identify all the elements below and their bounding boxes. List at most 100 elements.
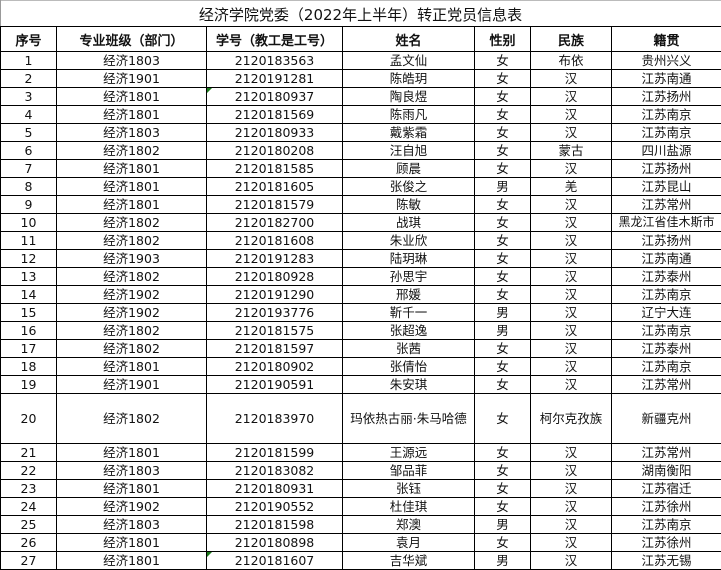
cell-index[interactable]: 8 — [0, 177, 57, 196]
cell-class[interactable]: 经济1801 — [56, 357, 207, 376]
cell-class[interactable]: 经济1802 — [56, 213, 207, 232]
cell-gender[interactable]: 女 — [474, 443, 531, 462]
cell-name[interactable]: 邢媛 — [342, 285, 475, 304]
cell-class[interactable]: 经济1902 — [56, 303, 207, 322]
cell-gender[interactable]: 女 — [474, 497, 531, 516]
cell-hometown[interactable]: 江苏徐州 — [611, 497, 721, 516]
cell-ethnicity[interactable]: 汉 — [530, 105, 612, 124]
cell-hometown[interactable]: 江苏南京 — [611, 105, 721, 124]
cell-class[interactable]: 经济1801 — [56, 87, 207, 106]
cell-ethnicity[interactable]: 蒙古 — [530, 141, 612, 160]
cell-name[interactable]: 朱安琪 — [342, 375, 475, 394]
header-student-id[interactable]: 学号（教工是工号） — [206, 26, 343, 52]
cell-student-id[interactable]: 2120183563 — [206, 51, 343, 70]
cell-student-id[interactable]: 2120190591 — [206, 375, 343, 394]
cell-class[interactable]: 经济1902 — [56, 285, 207, 304]
cell-student-id[interactable]: 2120180931 — [206, 479, 343, 498]
cell-gender[interactable]: 女 — [474, 249, 531, 268]
cell-gender[interactable]: 男 — [474, 321, 531, 340]
cell-class[interactable]: 经济1902 — [56, 497, 207, 516]
cell-name[interactable]: 陈雨凡 — [342, 105, 475, 124]
cell-index[interactable]: 25 — [0, 515, 57, 534]
cell-student-id[interactable]: 2120180933 — [206, 123, 343, 142]
cell-gender[interactable]: 女 — [474, 339, 531, 358]
header-class[interactable]: 专业班级（部门） — [56, 26, 207, 52]
cell-class[interactable]: 经济1803 — [56, 51, 207, 70]
cell-name[interactable]: 邹品菲 — [342, 461, 475, 480]
cell-ethnicity[interactable]: 汉 — [530, 231, 612, 250]
cell-name[interactable]: 郑澳 — [342, 515, 475, 534]
cell-ethnicity[interactable]: 汉 — [530, 375, 612, 394]
sheet-title[interactable]: 经济学院党委（2022年上半年）转正党员信息表 — [0, 0, 721, 26]
cell-student-id[interactable]: 2120190552 — [206, 497, 343, 516]
cell-name[interactable]: 孟文仙 — [342, 51, 475, 70]
cell-gender[interactable]: 女 — [474, 461, 531, 480]
cell-index[interactable]: 9 — [0, 195, 57, 214]
cell-hometown[interactable]: 江苏无锡 — [611, 551, 721, 570]
cell-hometown[interactable]: 江苏南通 — [611, 69, 721, 88]
cell-name[interactable]: 陈敏 — [342, 195, 475, 214]
cell-index[interactable]: 26 — [0, 533, 57, 552]
cell-index[interactable]: 3 — [0, 87, 57, 106]
cell-class[interactable]: 经济1901 — [56, 375, 207, 394]
cell-hometown[interactable]: 贵州兴义 — [611, 51, 721, 70]
cell-gender[interactable]: 女 — [474, 533, 531, 552]
cell-student-id[interactable]: 2120180902 — [206, 357, 343, 376]
cell-class[interactable]: 经济1802 — [56, 267, 207, 286]
cell-class[interactable]: 经济1803 — [56, 123, 207, 142]
cell-class[interactable]: 经济1802 — [56, 339, 207, 358]
cell-class[interactable]: 经济1802 — [56, 141, 207, 160]
cell-name[interactable]: 靳千一 — [342, 303, 475, 322]
cell-gender[interactable]: 女 — [474, 123, 531, 142]
cell-class[interactable]: 经济1801 — [56, 533, 207, 552]
cell-name[interactable]: 朱业欣 — [342, 231, 475, 250]
cell-index[interactable]: 21 — [0, 443, 57, 462]
cell-index[interactable]: 10 — [0, 213, 57, 232]
cell-gender[interactable]: 女 — [474, 105, 531, 124]
cell-class[interactable]: 经济1801 — [56, 551, 207, 570]
cell-ethnicity[interactable]: 布依 — [530, 51, 612, 70]
cell-hometown[interactable]: 江苏常州 — [611, 195, 721, 214]
cell-ethnicity[interactable]: 汉 — [530, 515, 612, 534]
cell-ethnicity[interactable]: 汉 — [530, 533, 612, 552]
cell-class[interactable]: 经济1803 — [56, 515, 207, 534]
cell-index[interactable]: 14 — [0, 285, 57, 304]
cell-student-id[interactable]: 2120180208 — [206, 141, 343, 160]
cell-student-id[interactable]: 2120181599 — [206, 443, 343, 462]
cell-gender[interactable]: 女 — [474, 479, 531, 498]
cell-hometown[interactable]: 江苏南京 — [611, 123, 721, 142]
cell-index[interactable]: 22 — [0, 461, 57, 480]
cell-name[interactable]: 袁月 — [342, 533, 475, 552]
cell-index[interactable]: 20 — [0, 393, 57, 444]
cell-name[interactable]: 玛依热古丽·朱马哈德 — [342, 393, 475, 444]
cell-gender[interactable]: 女 — [474, 51, 531, 70]
cell-index[interactable]: 12 — [0, 249, 57, 268]
header-ethnicity[interactable]: 民族 — [530, 26, 612, 52]
cell-name[interactable]: 陆玥琳 — [342, 249, 475, 268]
cell-student-id[interactable]: 2120181597 — [206, 339, 343, 358]
cell-index[interactable]: 1 — [0, 51, 57, 70]
cell-ethnicity[interactable]: 汉 — [530, 249, 612, 268]
cell-name[interactable]: 张俊之 — [342, 177, 475, 196]
cell-index[interactable]: 18 — [0, 357, 57, 376]
cell-index[interactable]: 2 — [0, 69, 57, 88]
cell-student-id[interactable]: 2120181605 — [206, 177, 343, 196]
cell-class[interactable]: 经济1801 — [56, 159, 207, 178]
cell-index[interactable]: 13 — [0, 267, 57, 286]
cell-ethnicity[interactable]: 汉 — [530, 339, 612, 358]
cell-gender[interactable]: 女 — [474, 357, 531, 376]
cell-class[interactable]: 经济1903 — [56, 249, 207, 268]
cell-index[interactable]: 23 — [0, 479, 57, 498]
cell-student-id[interactable]: 2120181608 — [206, 231, 343, 250]
cell-hometown[interactable]: 江苏宿迁 — [611, 479, 721, 498]
cell-class[interactable]: 经济1801 — [56, 443, 207, 462]
cell-student-id[interactable]: 2120193776 — [206, 303, 343, 322]
cell-index[interactable]: 19 — [0, 375, 57, 394]
cell-ethnicity[interactable]: 汉 — [530, 551, 612, 570]
cell-hometown[interactable]: 四川盐源 — [611, 141, 721, 160]
cell-name[interactable]: 陶良煜 — [342, 87, 475, 106]
cell-class[interactable]: 经济1801 — [56, 195, 207, 214]
cell-gender[interactable]: 女 — [474, 69, 531, 88]
cell-student-id[interactable]: 2120191290 — [206, 285, 343, 304]
cell-ethnicity[interactable]: 汉 — [530, 195, 612, 214]
